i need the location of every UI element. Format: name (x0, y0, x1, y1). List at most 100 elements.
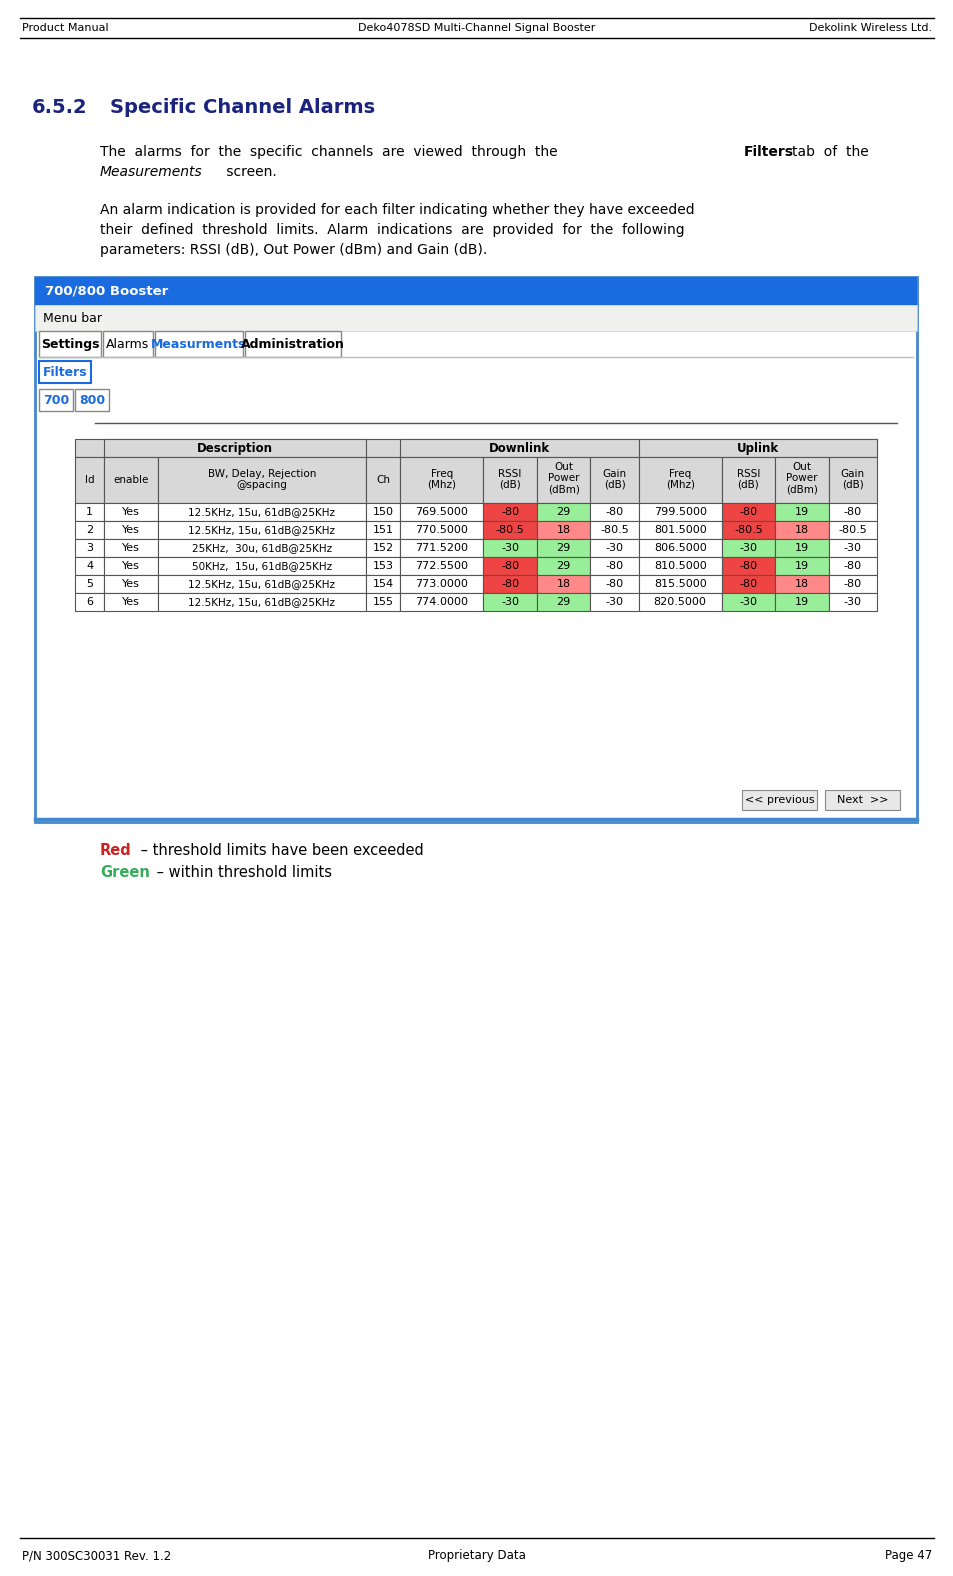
Text: Power: Power (785, 473, 817, 482)
Text: (Mhz): (Mhz) (665, 479, 694, 490)
Text: 772.5500: 772.5500 (415, 561, 468, 571)
Text: -30: -30 (605, 597, 623, 607)
Text: 2: 2 (86, 525, 93, 534)
Text: (Mhz): (Mhz) (427, 479, 456, 490)
Text: 700: 700 (43, 394, 69, 407)
Text: An alarm indication is provided for each filter indicating whether they have exc: An alarm indication is provided for each… (100, 203, 694, 217)
Text: Red: Red (100, 843, 132, 857)
Bar (400, 593, 483, 611)
Bar (537, 503, 590, 522)
Text: 815.5000: 815.5000 (653, 578, 706, 589)
Text: 4: 4 (86, 561, 93, 571)
Text: 19: 19 (794, 561, 808, 571)
Bar (483, 457, 537, 503)
Bar (75, 593, 104, 611)
Text: 50KHz,  15u, 61dB@25KHz: 50KHz, 15u, 61dB@25KHz (192, 561, 332, 571)
Text: -80: -80 (605, 507, 623, 517)
Text: Yes: Yes (122, 597, 140, 607)
Bar (828, 575, 876, 593)
Bar (158, 522, 365, 539)
Bar (103, 331, 152, 358)
Text: 810.5000: 810.5000 (653, 561, 706, 571)
Text: (dBm): (dBm) (785, 484, 817, 493)
Bar (828, 522, 876, 539)
Bar (638, 503, 720, 522)
Text: 18: 18 (556, 525, 570, 534)
Text: 29: 29 (556, 561, 570, 571)
Text: 806.5000: 806.5000 (653, 544, 706, 553)
Bar (104, 522, 158, 539)
Text: 769.5000: 769.5000 (415, 507, 468, 517)
Text: 152: 152 (372, 544, 393, 553)
Bar (75, 389, 109, 411)
Text: 820.5000: 820.5000 (653, 597, 706, 607)
Bar (590, 522, 638, 539)
Text: 19: 19 (794, 544, 808, 553)
Bar (400, 503, 483, 522)
Bar (400, 575, 483, 593)
Text: Yes: Yes (122, 507, 140, 517)
Text: 29: 29 (556, 597, 570, 607)
Text: -80: -80 (500, 507, 518, 517)
Text: 801.5000: 801.5000 (653, 525, 706, 534)
Text: 18: 18 (556, 578, 570, 589)
Text: -80: -80 (843, 578, 862, 589)
Text: 1: 1 (86, 507, 93, 517)
Bar (720, 522, 775, 539)
Bar (154, 331, 243, 358)
Text: -80.5: -80.5 (838, 525, 866, 534)
Text: Out: Out (554, 462, 573, 471)
Text: their  defined  threshold  limits.  Alarm  indications  are  provided  for  the : their defined threshold limits. Alarm in… (100, 222, 684, 236)
Bar (483, 522, 537, 539)
Text: 774.0000: 774.0000 (415, 597, 468, 607)
Bar (828, 539, 876, 556)
Bar (537, 457, 590, 503)
Text: – threshold limits have been exceeded: – threshold limits have been exceeded (136, 843, 423, 857)
Text: 12.5KHz, 15u, 61dB@25KHz: 12.5KHz, 15u, 61dB@25KHz (188, 507, 335, 517)
Text: -30: -30 (605, 544, 623, 553)
Text: Id: Id (85, 474, 94, 485)
Text: 154: 154 (372, 578, 393, 589)
Bar (365, 593, 400, 611)
Text: BW, Delay, Rejection: BW, Delay, Rejection (208, 468, 315, 479)
Bar (828, 556, 876, 575)
Text: Yes: Yes (122, 525, 140, 534)
Text: -80: -80 (500, 561, 518, 571)
Text: -80.5: -80.5 (733, 525, 762, 534)
Bar (365, 556, 400, 575)
Text: 6.5.2: 6.5.2 (32, 98, 88, 117)
Bar (483, 575, 537, 593)
Text: Yes: Yes (122, 544, 140, 553)
Text: 799.5000: 799.5000 (653, 507, 706, 517)
Text: -80: -80 (843, 507, 862, 517)
Bar (775, 522, 828, 539)
Text: 800: 800 (79, 394, 105, 407)
Text: -80: -80 (843, 561, 862, 571)
Bar (638, 539, 720, 556)
Text: -80: -80 (739, 507, 757, 517)
Bar (775, 556, 828, 575)
Bar (39, 331, 101, 358)
Bar (400, 539, 483, 556)
Text: 19: 19 (794, 597, 808, 607)
Bar (720, 539, 775, 556)
Text: Next  >>: Next >> (836, 794, 887, 805)
Text: Deko4078SD Multi-Channel Signal Booster: Deko4078SD Multi-Channel Signal Booster (358, 24, 595, 33)
Bar (775, 539, 828, 556)
Text: Administration: Administration (241, 337, 345, 350)
Text: @spacing: @spacing (236, 479, 287, 490)
Bar (104, 503, 158, 522)
Text: 25KHz,  30u, 61dB@25KHz: 25KHz, 30u, 61dB@25KHz (192, 544, 332, 553)
Bar (75, 539, 104, 556)
Text: Power: Power (547, 473, 578, 482)
Bar (590, 539, 638, 556)
Text: -80: -80 (605, 561, 623, 571)
Text: -80.5: -80.5 (599, 525, 628, 534)
Bar (158, 593, 365, 611)
Text: Ch: Ch (375, 474, 390, 485)
Bar (365, 539, 400, 556)
Text: (dB): (dB) (737, 479, 759, 490)
Bar (775, 457, 828, 503)
Text: 771.5200: 771.5200 (415, 544, 468, 553)
Bar (828, 593, 876, 611)
